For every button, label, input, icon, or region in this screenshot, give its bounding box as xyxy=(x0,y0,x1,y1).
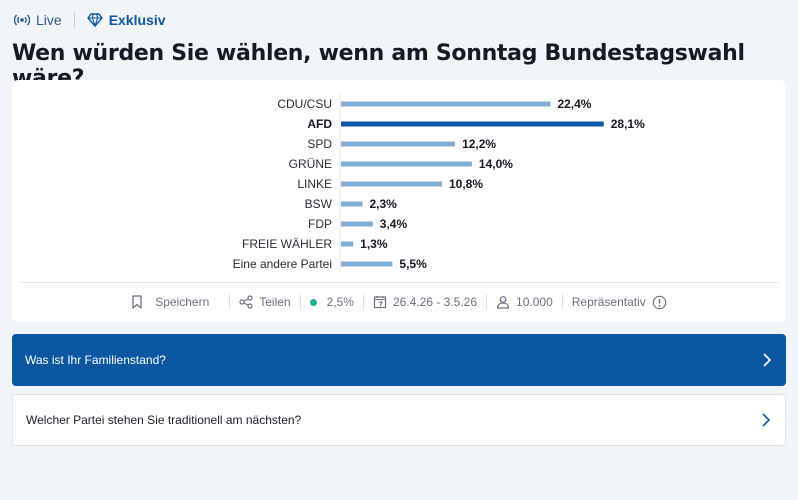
calendar-icon xyxy=(373,296,387,309)
footer-divider xyxy=(299,294,301,310)
value-label: 22,4% xyxy=(557,97,591,111)
topbar: Live Exklusiv xyxy=(14,10,166,30)
share-label: Teilen xyxy=(259,295,291,309)
bar xyxy=(341,261,393,267)
chevron-right-icon xyxy=(762,413,771,427)
margin-of-error: 2,5% xyxy=(301,295,363,309)
question-familienstand[interactable]: Was ist Ihr Familienstand? xyxy=(12,334,786,386)
representative-label: Repräsentativ xyxy=(571,295,646,309)
diamond-icon xyxy=(86,13,103,27)
category-label: Eine andere Partei xyxy=(233,257,332,271)
value-label: 10,8% xyxy=(449,177,483,191)
value-label: 14,0% xyxy=(479,157,513,171)
live-link[interactable]: Live xyxy=(14,12,62,28)
representative-info[interactable]: Repräsentativ xyxy=(563,295,676,310)
date-range: 26.4.26 - 3.5.26 xyxy=(364,295,486,309)
poll-footer: Speichern Teilen 2,5% 26.4.26 - 3.5.26 xyxy=(12,290,786,314)
value-label: 28,1% xyxy=(611,117,645,131)
value-label: 5,5% xyxy=(399,257,427,271)
bar xyxy=(341,121,604,127)
results-bar-chart: CDU/CSU 22,4% AFD 28,1% SPD 12,2% GRÜNE 14,0% LI… xyxy=(233,92,645,272)
bar xyxy=(341,241,354,247)
broadcast-icon xyxy=(14,14,30,26)
category-label: GRÜNE xyxy=(289,157,332,171)
bar xyxy=(341,101,551,107)
exklusiv-label: Exklusiv xyxy=(108,12,166,28)
footer-divider xyxy=(229,294,231,310)
participants-value: 10.000 xyxy=(516,295,553,309)
topbar-divider xyxy=(73,11,75,29)
live-label: Live xyxy=(36,12,62,28)
question-label: Welcher Partei stehen Sie traditionell a… xyxy=(26,413,302,427)
category-label: AFD xyxy=(307,117,332,131)
bookmark-icon xyxy=(132,295,142,309)
bar xyxy=(341,161,472,167)
page-title: Wen würden Sie wählen, wenn am Sonntag B… xyxy=(12,41,745,91)
footer-divider xyxy=(486,294,488,310)
bar xyxy=(341,181,442,187)
value-label: 1,3% xyxy=(360,237,388,251)
date-range-value: 26.4.26 - 3.5.26 xyxy=(392,295,478,309)
question-label: Was ist Ihr Familienstand? xyxy=(25,353,166,367)
share-button[interactable]: Teilen xyxy=(230,295,299,309)
category-label: SPD xyxy=(307,137,332,151)
value-label: 3,4% xyxy=(380,217,408,231)
category-label: FREIE WÄHLER xyxy=(242,237,332,251)
bar xyxy=(341,221,373,227)
person-icon xyxy=(496,296,510,309)
bar xyxy=(341,201,363,207)
margin-value: 2,5% xyxy=(326,295,354,309)
save-button[interactable]: Speichern xyxy=(122,295,229,309)
participants: 10.000 xyxy=(487,295,562,309)
question-partei[interactable]: Welcher Partei stehen Sie traditionell a… xyxy=(12,394,786,446)
category-label: CDU/CSU xyxy=(277,97,332,111)
value-label: 12,2% xyxy=(462,137,496,151)
exklusiv-link[interactable]: Exklusiv xyxy=(86,12,166,28)
status-dot-icon xyxy=(309,298,317,306)
footer-divider xyxy=(561,294,563,310)
value-label: 2,3% xyxy=(370,197,398,211)
category-label: FDP xyxy=(308,217,332,231)
share-icon xyxy=(239,295,253,309)
info-icon xyxy=(652,295,667,309)
footer-divider xyxy=(362,294,364,310)
chevron-right-icon xyxy=(763,353,772,367)
poll-results-card: CDU/CSU 22,4% AFD 28,1% SPD 12,2% GRÜNE 14,0% LI… xyxy=(12,80,786,322)
card-divider xyxy=(20,282,778,283)
save-label: Speichern xyxy=(155,295,210,309)
category-label: LINKE xyxy=(297,177,332,191)
category-label: BSW xyxy=(305,197,333,211)
bar xyxy=(341,141,456,147)
